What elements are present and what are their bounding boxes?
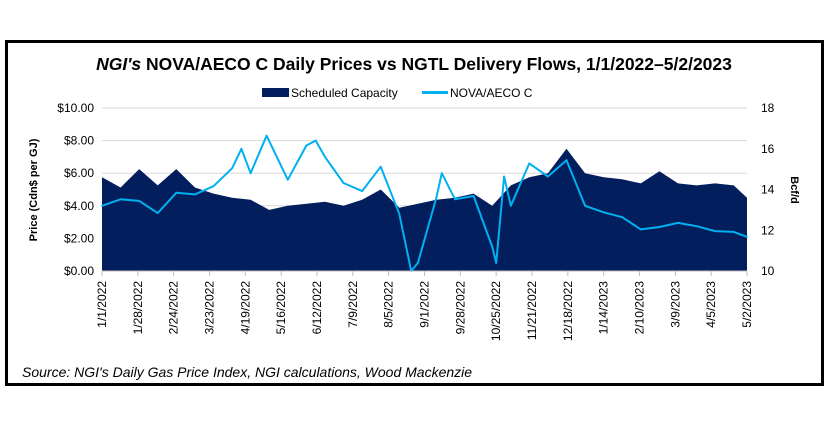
price-point <box>249 172 252 174</box>
price-point <box>547 175 549 178</box>
x-tick-label: 3/23/2022 <box>203 281 217 335</box>
legend-label-price: NOVA/AECO C <box>450 86 533 100</box>
price-point <box>379 165 382 168</box>
y-tick-left: $4.00 <box>64 199 94 213</box>
y-tick-left: $0.00 <box>64 264 94 278</box>
price-point <box>440 172 443 174</box>
price-point <box>584 205 586 207</box>
x-tick-label: 12/18/2022 <box>561 281 575 341</box>
y-tick-right: 16 <box>761 142 775 156</box>
y-axis-left-label: Price (Cdn$ per GJ) <box>28 138 40 241</box>
price-point <box>212 185 215 188</box>
y-tick-right: 18 <box>761 101 775 115</box>
price-point <box>361 190 363 192</box>
price-point <box>194 193 196 196</box>
x-tick-label: 1/14/2023 <box>597 281 611 335</box>
price-point <box>528 162 531 165</box>
y-tick-left: $6.00 <box>64 166 94 180</box>
price-point <box>565 159 568 161</box>
capacity-area <box>102 148 747 271</box>
price-point <box>240 147 243 150</box>
price-point <box>621 216 624 219</box>
price-point <box>714 230 716 232</box>
price-point <box>417 262 419 264</box>
x-tick-label: 5/16/2022 <box>274 281 288 335</box>
price-point <box>156 212 159 214</box>
y-axis-right-label: Bcf/d <box>788 176 800 204</box>
price-point <box>695 225 698 227</box>
price-point <box>138 200 140 202</box>
price-point <box>231 167 233 170</box>
y-tick-right: 12 <box>761 223 775 237</box>
price-point <box>602 211 605 214</box>
x-tick-label: 7/9/2022 <box>346 281 360 328</box>
price-point <box>472 195 475 197</box>
x-tick-label: 9/28/2022 <box>453 281 467 335</box>
x-tick-label: 8/5/2022 <box>382 281 396 328</box>
x-tick-label: 5/2/2023 <box>740 281 754 328</box>
legend-swatch-capacity <box>262 88 289 97</box>
x-tick-label: 11/21/2022 <box>525 281 539 340</box>
price-point <box>305 144 308 147</box>
x-tick-label: 2/10/2023 <box>633 281 647 335</box>
y-tick-left: $8.00 <box>64 134 94 148</box>
x-tick-label: 6/12/2022 <box>310 281 324 335</box>
x-tick-label: 2/24/2022 <box>167 281 181 335</box>
price-point <box>265 134 268 137</box>
price-line <box>101 134 748 272</box>
price-point <box>491 245 493 248</box>
price-point <box>677 222 679 224</box>
y-tick-right: 10 <box>761 264 775 278</box>
x-tick-label: 9/1/2022 <box>418 281 432 328</box>
price-point <box>175 191 178 194</box>
price-point <box>746 235 748 238</box>
x-tick-label: 4/5/2023 <box>704 281 718 328</box>
legend: Scheduled Capacity NOVA/AECO C <box>262 86 533 100</box>
x-tick-label: 1/1/2022 <box>95 281 109 328</box>
price-point <box>454 198 456 201</box>
price-point <box>435 196 438 199</box>
price-point <box>503 175 505 178</box>
y-tick-left: $2.00 <box>64 231 94 245</box>
price-point <box>495 262 497 264</box>
price-point <box>314 139 317 142</box>
x-tick-label: 10/25/2022 <box>489 281 503 341</box>
price-point <box>101 205 103 207</box>
price-point <box>732 231 735 233</box>
y-tick-left: $10.00 <box>57 101 94 115</box>
price-point <box>398 213 401 215</box>
price-point <box>640 228 642 231</box>
y-tick-right: 14 <box>761 183 775 197</box>
source-note: Source: NGI's Daily Gas Price Index, NGI… <box>22 364 472 380</box>
legend-label-capacity: Scheduled Capacity <box>291 86 398 100</box>
x-tick-label: 1/28/2022 <box>131 281 145 335</box>
chart-title: NGI's NOVA/AECO C Daily Prices vs NGTL D… <box>96 54 732 74</box>
x-tick-label: 3/9/2023 <box>668 281 682 328</box>
price-point <box>658 226 661 228</box>
price-point <box>324 156 326 158</box>
price-point <box>287 178 289 181</box>
price-point <box>119 198 122 201</box>
x-tick-label: 4/19/2022 <box>238 281 252 335</box>
price-point <box>509 205 512 207</box>
price-point <box>342 182 345 184</box>
